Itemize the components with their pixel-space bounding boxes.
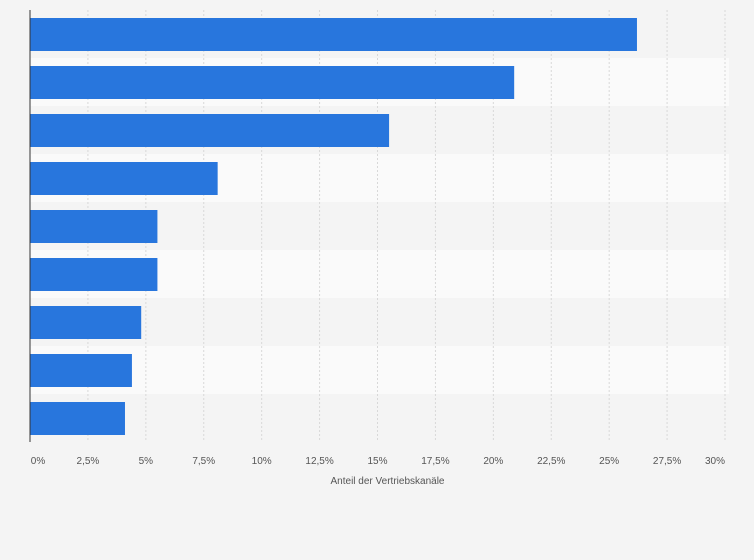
x-tick-label: 0% [31, 456, 46, 467]
bar[interactable] [30, 162, 218, 195]
bar[interactable] [30, 306, 142, 339]
bar[interactable] [30, 354, 132, 387]
bar[interactable] [30, 210, 158, 243]
x-tick-label: 7,5% [192, 456, 215, 467]
x-tick-label: 27,5% [653, 456, 681, 467]
bars [30, 18, 637, 435]
x-tick-label: 2,5% [77, 456, 100, 467]
x-axis-title: Anteil der Vertriebskanäle [331, 476, 445, 487]
bar[interactable] [30, 258, 158, 291]
row-band [30, 394, 729, 442]
x-tick-label: 5% [139, 456, 154, 467]
bar[interactable] [30, 18, 637, 51]
x-tick-label: 20% [483, 456, 503, 467]
x-tick-label: 30% [705, 456, 725, 467]
x-tick-label: 22,5% [537, 456, 565, 467]
x-tick-label: 17,5% [421, 456, 449, 467]
row-band [30, 298, 729, 346]
bar[interactable] [30, 114, 390, 147]
row-band [30, 346, 729, 394]
x-tick-label: 15% [367, 456, 387, 467]
x-tick-label: 10% [252, 456, 272, 467]
bar[interactable] [30, 66, 515, 99]
x-tick-label: 25% [599, 456, 619, 467]
x-tick-label: 12,5% [305, 456, 333, 467]
x-tick-labels: 0% 2,5% 5% 7,5% 10% 12,5% 15% 17,5% 20% 22,5% 25% 2… [31, 456, 725, 467]
bar[interactable] [30, 402, 125, 435]
